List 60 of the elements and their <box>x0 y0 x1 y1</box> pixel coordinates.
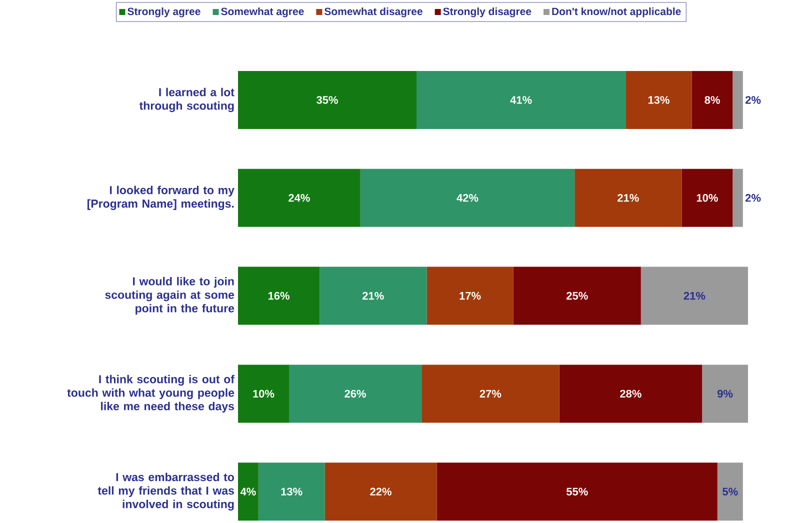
bar <box>574 168 682 227</box>
legend-label: Don't know/not applicable <box>552 7 681 18</box>
legend-label: Strongly disagree <box>443 7 532 18</box>
data-label: 2% <box>745 194 761 202</box>
data-label: 13% <box>648 96 670 104</box>
data-label: 41% <box>510 96 532 104</box>
legend-label: Somewhat disagree <box>324 7 422 18</box>
bar <box>289 364 422 423</box>
y-tick-label: I was embarrassed to tell my friends that I was involved in scouting <box>98 472 234 511</box>
y-tick-label: I looked forward to my [Program Name] meetings. <box>87 186 234 210</box>
bar <box>360 168 575 227</box>
data-label: 16% <box>268 292 290 300</box>
data-label: 21% <box>684 292 706 300</box>
bar <box>702 364 748 423</box>
data-label: 4% <box>240 488 256 496</box>
data-label: 17% <box>460 292 481 300</box>
y-tick-label: I think scouting is out of touch with what young people like me need these days <box>67 374 235 413</box>
bar <box>436 462 718 521</box>
data-label: 25% <box>566 292 588 300</box>
data-label: 21% <box>618 194 639 202</box>
data-label: 22% <box>370 488 392 496</box>
data-label: 24% <box>288 194 310 202</box>
data-label: 55% <box>566 488 588 496</box>
data-label: 13% <box>281 488 302 496</box>
y-tick-label: I learned a lot through scouting <box>139 88 234 112</box>
data-label: 42% <box>456 194 478 202</box>
bar <box>422 364 560 423</box>
bar <box>732 70 743 129</box>
bar <box>513 266 641 325</box>
data-label: 10% <box>696 194 718 202</box>
data-label: 28% <box>620 390 642 398</box>
legend-label: Somewhat agree <box>221 7 304 18</box>
bar <box>258 462 325 521</box>
bar <box>238 70 416 129</box>
legend-label: Strongly agree <box>128 7 200 18</box>
data-label: 8% <box>704 96 720 104</box>
data-label: 27% <box>480 390 502 398</box>
bar <box>324 462 437 521</box>
data-label: 21% <box>362 292 384 300</box>
bar <box>692 70 733 129</box>
bar <box>559 364 702 423</box>
bar <box>320 266 427 325</box>
data-label: 5% <box>722 488 738 496</box>
data-label: 10% <box>253 390 274 398</box>
bar <box>416 70 626 129</box>
bar <box>682 168 733 227</box>
data-label: 9% <box>717 390 733 398</box>
bar <box>238 364 289 423</box>
bar <box>426 266 514 325</box>
bar <box>717 462 743 521</box>
data-label: 26% <box>344 390 366 398</box>
y-tick-label: I would like to join scouting again at some point in the future <box>105 276 234 315</box>
bar <box>626 70 692 129</box>
bar <box>238 266 320 325</box>
data-label: 35% <box>316 96 338 104</box>
bar <box>238 168 360 227</box>
bar <box>238 462 258 521</box>
data-label: 2% <box>745 96 761 104</box>
bar <box>640 266 748 325</box>
bar <box>732 168 743 227</box>
